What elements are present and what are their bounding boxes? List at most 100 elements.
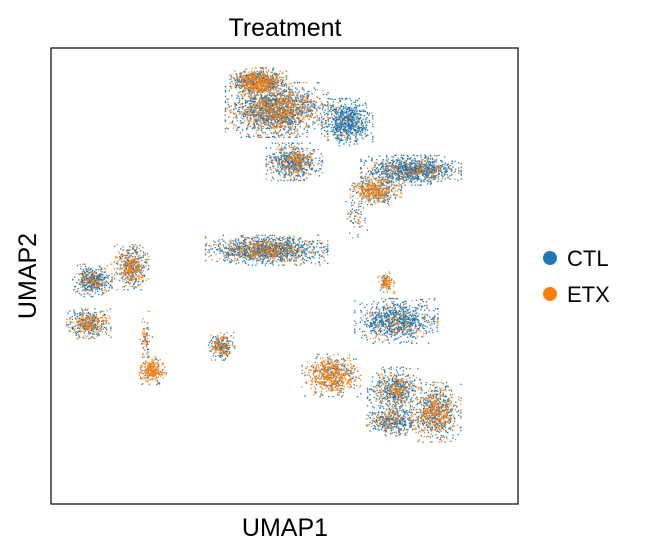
cell-point — [306, 131, 308, 134]
cell-point — [285, 244, 287, 246]
cell-point — [349, 127, 351, 129]
cell-point — [242, 243, 244, 245]
cell-point — [349, 109, 351, 111]
cell-point — [286, 164, 288, 166]
cell-point — [332, 98, 334, 100]
cell-point — [377, 164, 380, 166]
cell-point — [344, 129, 346, 132]
cell-point — [433, 166, 435, 168]
cell-point — [256, 77, 258, 79]
cell-point — [283, 100, 285, 102]
cell-point — [298, 246, 300, 248]
cell-point — [287, 259, 289, 261]
cell-point — [263, 255, 265, 257]
cell-point — [222, 234, 224, 236]
cell-point — [293, 151, 295, 154]
cell-point — [321, 160, 324, 162]
cell-point — [336, 122, 338, 125]
cell-point — [224, 90, 227, 92]
cell-point — [310, 153, 312, 155]
cell-point — [269, 111, 271, 113]
cell-point — [351, 115, 353, 117]
cell-point — [281, 257, 284, 259]
cell-point — [268, 260, 270, 262]
cell-point — [338, 139, 341, 141]
cell-point — [418, 165, 420, 167]
cell-point — [416, 178, 418, 180]
cell-point — [261, 91, 264, 93]
cell-point — [430, 182, 432, 185]
cell-point — [341, 125, 343, 127]
cell-point — [414, 157, 416, 159]
cell-point — [392, 187, 394, 189]
cell-point — [262, 247, 264, 249]
cell-point — [296, 264, 298, 266]
cell-point — [258, 248, 260, 250]
cell-point — [269, 157, 271, 159]
cell-point — [306, 154, 308, 156]
cell-point — [434, 161, 436, 163]
cell-point — [300, 168, 302, 170]
cell-point — [268, 116, 270, 118]
cell-point — [303, 107, 305, 109]
cell-point — [330, 130, 332, 132]
cell-point — [229, 86, 231, 88]
cell-point — [290, 91, 292, 93]
cell-point — [405, 160, 408, 162]
cell-point — [406, 167, 408, 169]
cell-point — [260, 241, 263, 243]
cell-point — [279, 172, 281, 175]
cell-point — [353, 107, 356, 109]
cell-point — [345, 141, 347, 143]
cell-point — [343, 130, 345, 133]
cell-point — [260, 94, 262, 96]
cell-point — [406, 170, 408, 172]
cell-point — [345, 129, 348, 131]
cell-point — [327, 118, 329, 120]
cell-point — [292, 162, 294, 164]
cell-point — [386, 194, 388, 196]
cell-point — [252, 83, 254, 86]
cell-point — [315, 108, 317, 110]
cell-point — [351, 125, 353, 127]
cell-point — [409, 163, 411, 165]
cell-point — [281, 98, 283, 101]
cell-point — [270, 126, 272, 128]
cell-point — [270, 107, 273, 110]
cell-point — [272, 264, 274, 266]
cell-point — [297, 249, 299, 251]
cell-point — [401, 158, 404, 160]
cell-point — [374, 164, 376, 166]
cell-point — [235, 104, 238, 106]
cell-point — [281, 167, 283, 170]
cell-point — [430, 158, 432, 160]
cell-point — [449, 175, 451, 177]
cell-point — [236, 78, 238, 80]
cell-point — [347, 128, 349, 130]
cell-point — [362, 138, 364, 140]
cell-point — [101, 289, 103, 292]
cell-point — [243, 239, 245, 242]
cell-point — [264, 95, 266, 97]
cell-point — [341, 132, 343, 134]
cell-point — [365, 135, 367, 137]
cell-point — [429, 177, 431, 179]
cell-point — [291, 249, 293, 251]
cell-point — [214, 247, 216, 249]
cell-point — [278, 253, 280, 256]
cell-point — [418, 176, 420, 178]
cell-point — [367, 189, 369, 191]
cell-point — [263, 118, 265, 120]
cell-point — [320, 247, 322, 249]
cell-point — [281, 154, 283, 157]
cell-point — [267, 236, 269, 238]
cell-point — [94, 292, 96, 294]
cell-point — [323, 246, 325, 248]
cell-point — [277, 238, 279, 240]
cell-point — [249, 99, 251, 101]
cell-point — [289, 124, 292, 126]
cell-point — [208, 251, 210, 253]
cell-point — [246, 116, 248, 119]
cell-point — [233, 78, 235, 80]
cell-point — [238, 243, 241, 245]
